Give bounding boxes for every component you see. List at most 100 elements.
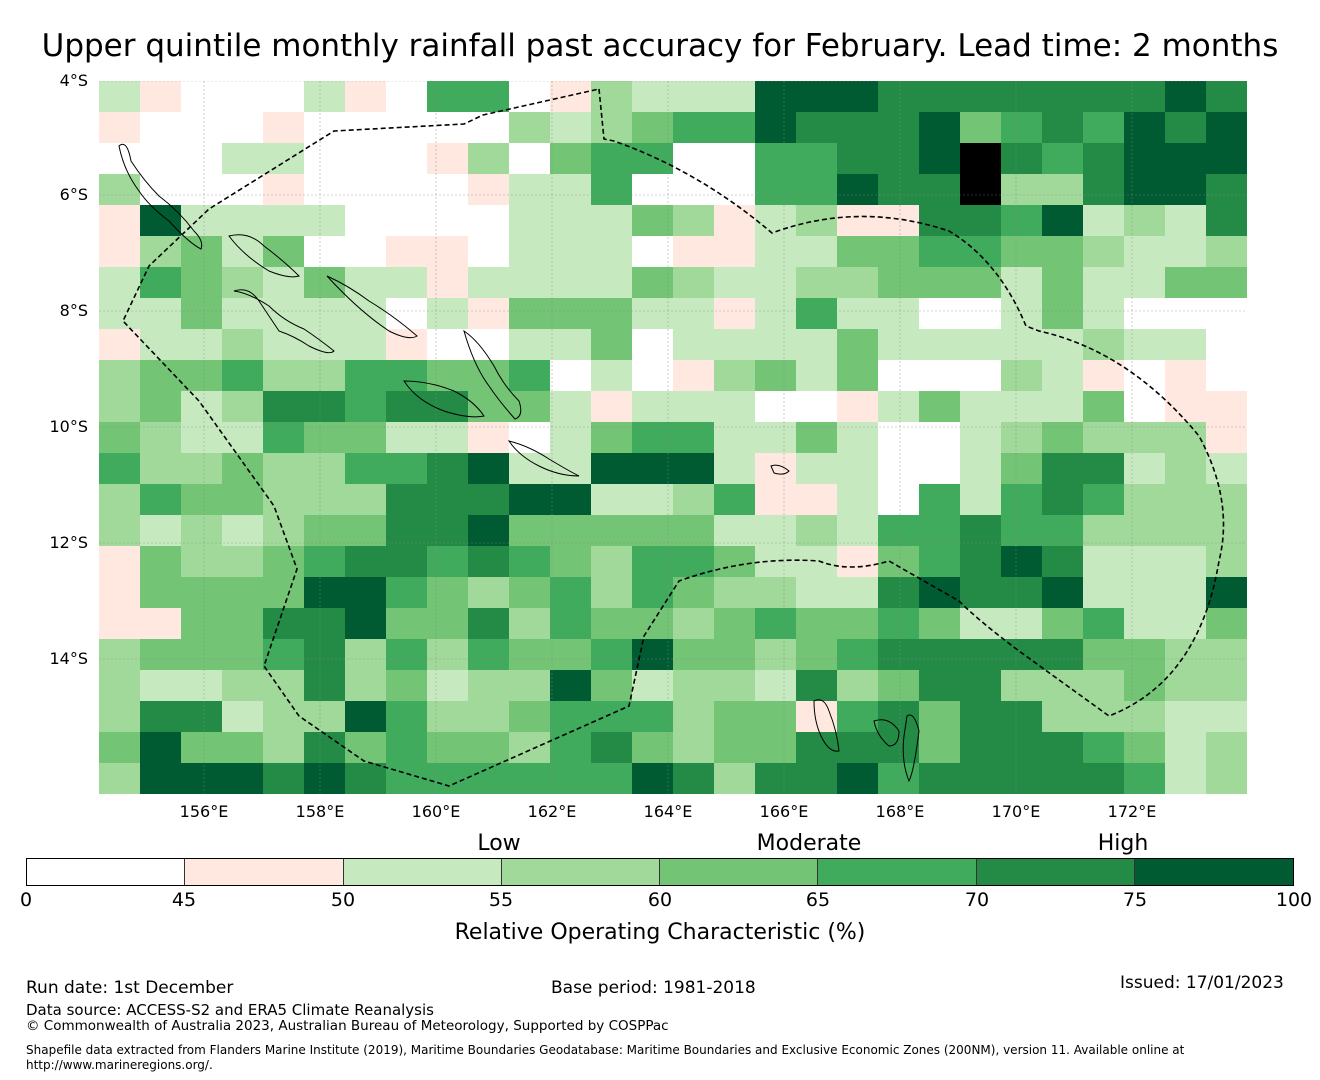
grid-cell <box>222 763 264 794</box>
grid-cell <box>99 515 141 547</box>
grid-cell <box>345 546 387 578</box>
grid-cell <box>1042 546 1084 578</box>
malaita-island <box>463 329 522 420</box>
grid-cell <box>427 143 469 175</box>
grid-cell <box>386 298 428 330</box>
grid-cell <box>99 577 141 609</box>
grid-cell <box>140 732 182 764</box>
grid-cell <box>509 112 551 144</box>
grid-cell <box>1165 267 1207 299</box>
grid-cell <box>427 670 469 702</box>
grid-cell <box>919 608 961 640</box>
shapefile-url: http://www.marineregions.org/. <box>26 1058 213 1072</box>
grid-cell <box>755 546 797 578</box>
guadalcanal-island <box>403 380 485 418</box>
grid-cell <box>1206 484 1247 516</box>
grid-cell <box>714 453 756 485</box>
grid-cell <box>468 515 510 547</box>
grid-cell <box>1124 639 1166 671</box>
grid-cell <box>1001 236 1043 268</box>
grid-cell <box>878 360 920 392</box>
grid-cell <box>632 453 674 485</box>
colorbar-segment <box>818 859 977 885</box>
lon-label: 166°E <box>759 802 809 821</box>
grid-cell <box>550 391 592 423</box>
grid-cell <box>550 81 592 113</box>
grid-cell <box>796 670 838 702</box>
grid-cell <box>714 763 756 794</box>
grid-cell <box>919 267 961 299</box>
grid-cell <box>673 112 715 144</box>
grid-cell <box>468 701 510 733</box>
grid-cell <box>755 391 797 423</box>
grid-cell <box>181 608 223 640</box>
grid-cell <box>99 639 141 671</box>
grid-cell <box>1001 546 1043 578</box>
grid-cell <box>837 81 879 113</box>
grid-cell <box>181 546 223 578</box>
grid-cell <box>427 360 469 392</box>
grid-cell <box>99 205 141 237</box>
grid-cell <box>181 81 223 113</box>
grid-cell <box>386 267 428 299</box>
accuracy-grid <box>99 81 1247 794</box>
grid-cell <box>427 267 469 299</box>
grid-cell <box>1206 546 1247 578</box>
grid-cell <box>837 608 879 640</box>
grid-cell <box>345 484 387 516</box>
legend-category-low: Low <box>477 831 521 856</box>
grid-cell <box>181 670 223 702</box>
grid-cell <box>755 515 797 547</box>
grid-cell <box>1165 453 1207 485</box>
grid-cell <box>796 484 838 516</box>
grid-cell <box>632 298 674 330</box>
grid-cell <box>181 484 223 516</box>
grid-cell <box>878 298 920 330</box>
grid-cell <box>796 608 838 640</box>
eez-boundary <box>122 88 1225 787</box>
grid-cell <box>181 577 223 609</box>
grid-cell <box>1124 81 1166 113</box>
grid-cell <box>140 670 182 702</box>
grid-cell <box>1001 577 1043 609</box>
grid-cell <box>796 453 838 485</box>
malekula-island <box>873 719 900 747</box>
grid-cell <box>1083 608 1125 640</box>
colorbar-tick: 0 <box>19 889 33 911</box>
grid-cell <box>181 236 223 268</box>
grid-cell <box>386 236 428 268</box>
grid-cell <box>263 546 305 578</box>
grid-cell <box>591 267 633 299</box>
grid-cell <box>468 360 510 392</box>
grid-cell <box>1206 763 1247 794</box>
grid-cell <box>468 267 510 299</box>
grid-cell <box>427 701 469 733</box>
grid-cell <box>386 701 428 733</box>
grid-cell <box>591 453 633 485</box>
grid-cell <box>591 360 633 392</box>
grid-cell <box>878 639 920 671</box>
grid-cell <box>181 298 223 330</box>
grid-cell <box>99 546 141 578</box>
grid-cell <box>878 112 920 144</box>
grid-cell <box>837 267 879 299</box>
solomon-eez <box>122 88 1225 787</box>
grid-cell <box>550 205 592 237</box>
santa-isabel-island <box>326 275 418 339</box>
data-source: Data source: ACCESS-S2 and ERA5 Climate … <box>26 1001 434 1019</box>
grid-cell <box>427 639 469 671</box>
grid-cell <box>427 453 469 485</box>
grid-cell <box>304 391 346 423</box>
copyright: © Commonwealth of Australia 2023, Austra… <box>26 1018 669 1034</box>
grid-cell <box>140 81 182 113</box>
grid-cell <box>99 267 141 299</box>
grid-cell <box>181 732 223 764</box>
grid-cell <box>345 236 387 268</box>
graticule <box>99 81 1247 794</box>
lat-label: 14°S <box>49 649 88 668</box>
grid-cell <box>1165 484 1207 516</box>
grid-cell <box>1124 515 1166 547</box>
grid-cell <box>386 608 428 640</box>
grid-cell <box>1124 267 1166 299</box>
grid-cell <box>960 484 1002 516</box>
